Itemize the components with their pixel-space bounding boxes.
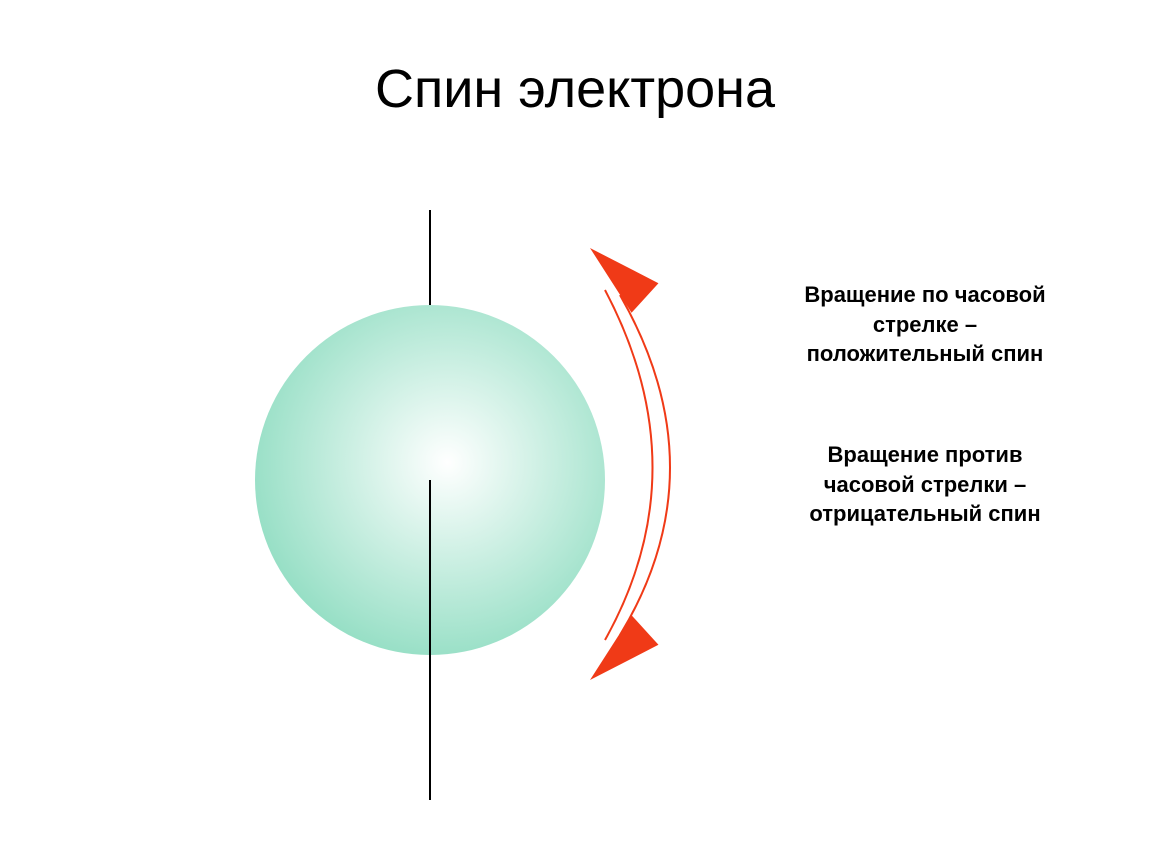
arrowhead-bottom (590, 615, 658, 680)
label-positive-line1: Вращение по часовой (740, 280, 1110, 310)
slide: Спин электрона Вращение по часовой стрел… (0, 0, 1150, 864)
label-positive-spin: Вращение по часовой стрелке – положитель… (740, 280, 1110, 369)
label-positive-line3: положительный спин (740, 339, 1110, 369)
label-negative-line3: отрицательный спин (740, 499, 1110, 529)
label-positive-line2: стрелке – (740, 310, 1110, 340)
arrow-curve-2 (620, 295, 670, 635)
label-negative-line2: часовой стрелки – (740, 470, 1110, 500)
label-negative-spin: Вращение против часовой стрелки – отрица… (740, 440, 1110, 529)
label-negative-line1: Вращение против (740, 440, 1110, 470)
spin-arrows (0, 0, 1150, 864)
